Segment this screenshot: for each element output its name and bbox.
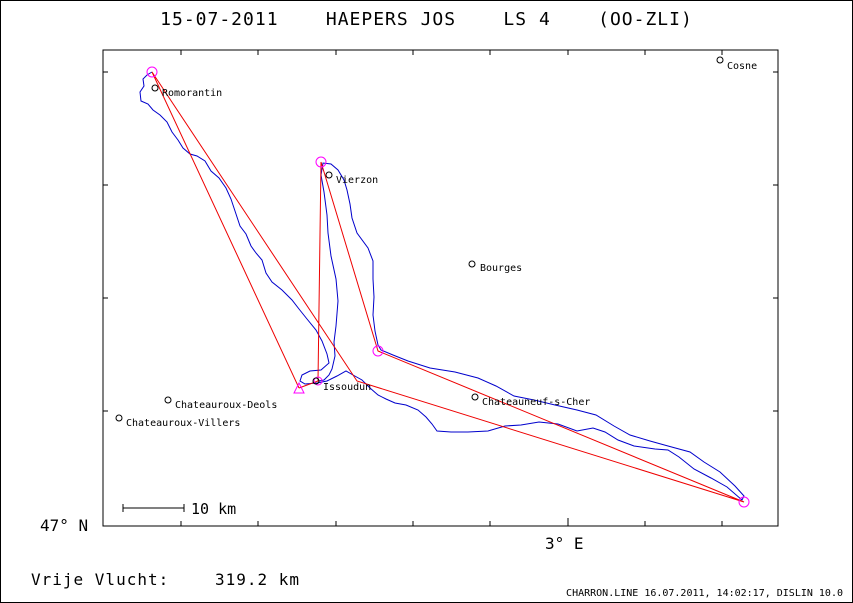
map-border [102,49,779,527]
place-label-vierzon: Vierzon [336,175,378,186]
marker-chateauroux-deols [164,396,172,404]
turnpoint-5 [313,376,323,386]
marker-chateauneuf [471,393,479,401]
scale-bar [122,504,185,512]
place-label-chateauneuf: Chateauneuf-s-Cher [482,397,590,408]
turnpoint-3 [372,345,384,357]
gps-track [139,71,745,501]
place-label-romorantin: Romorantin [162,88,222,99]
place-label-bourges: Bourges [480,263,522,274]
turnpoints [146,66,750,508]
start-triangle [293,381,305,394]
marker-bourges [468,260,476,268]
lon-label: 3° E [545,534,584,553]
turnpoint-4 [738,496,750,508]
marker-chateauroux-villers [115,414,123,422]
scale-bar-label: 10 km [191,500,236,518]
axis-ticks [103,50,778,526]
flight-title: 15-07-2011 HAEPERS JOS LS 4 (OO-ZLI) [160,9,693,30]
distance-label: Vrije Vlucht: [31,570,170,589]
marker-vierzon [325,171,333,179]
marker-issoudun [312,377,320,385]
turnpoint-2 [315,156,327,168]
place-label-cosne: Cosne [727,61,757,72]
marker-romorantin [151,84,159,92]
marker-cosne [716,56,724,64]
footer-info: CHARRON.LINE 16.07.2011, 14:02:17, DISLI… [566,588,843,599]
place-label-chateauroux-villers: Chateauroux-Villers [126,418,240,429]
task-lines [151,71,745,503]
place-label-issoudun: Issoudun [323,382,371,393]
place-label-chateauroux-deols: Chateauroux-Deols [175,400,277,411]
place-markers [115,56,724,422]
turnpoint-1 [146,66,158,78]
lat-label: 47° N [40,516,88,535]
distance-value: 319.2 km [215,570,301,589]
